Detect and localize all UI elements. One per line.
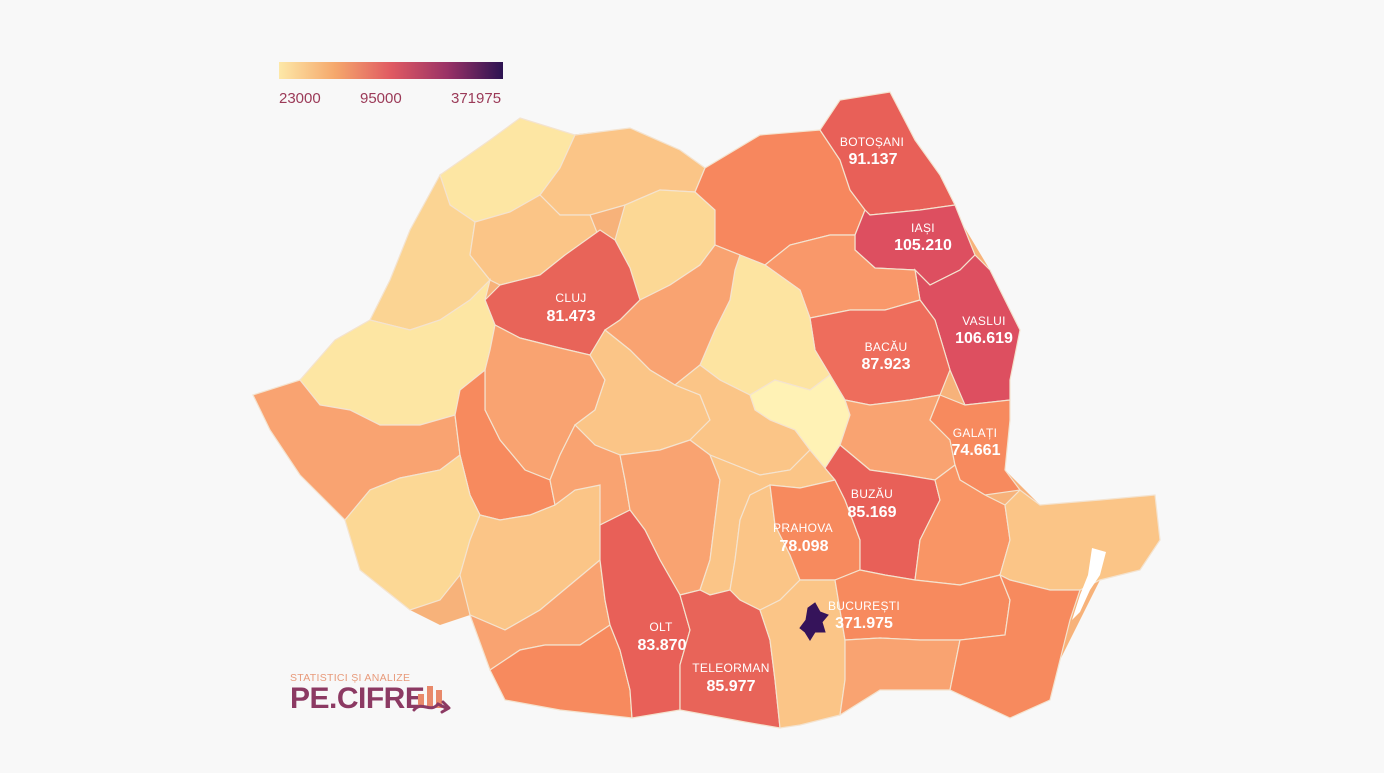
label-bacau-name: BACĂU <box>865 339 908 354</box>
county-galati <box>929 394 1022 496</box>
brand-logo: STATISTICI ȘI ANALIZE PE.CIFRE <box>290 672 490 722</box>
label-cluj-value: 81.473 <box>547 308 596 325</box>
label-olt-name: OLT <box>649 620 673 634</box>
label-bucuresti-name: BUCUREȘTI <box>828 599 900 613</box>
brand-tagline: STATISTICI ȘI ANALIZE <box>290 672 411 684</box>
legend-mid-label: 95000 <box>360 90 402 107</box>
label-vaslui-value: 106.619 <box>955 330 1013 347</box>
bar-chart-arrow-icon <box>412 686 451 714</box>
label-iasi-value: 105.210 <box>894 237 952 254</box>
label-bucuresti-value: 371.975 <box>835 615 893 632</box>
label-buzau-name: BUZĂU <box>851 486 893 501</box>
delta-lake <box>1072 548 1106 620</box>
label-cluj-name: CLUJ <box>555 291 586 305</box>
county-constanta <box>949 573 1081 719</box>
label-prahova-value: 78.098 <box>780 538 829 555</box>
county-bucuresti <box>799 602 829 641</box>
color-legend: 23000 95000 371975 <box>279 62 505 112</box>
legend-max-label: 371975 <box>451 90 502 107</box>
label-teleorman-name: TELEORMAN <box>692 661 769 675</box>
label-galati-value: 74.661 <box>952 442 1001 459</box>
county-calarasi <box>839 637 961 717</box>
legend-gradient-bar <box>279 62 503 79</box>
label-bacau-value: 87.923 <box>862 356 911 373</box>
label-botosani-name: BOTOȘANI <box>840 135 904 149</box>
label-iasi-name: IAȘI <box>911 221 935 235</box>
legend-min-label: 23000 <box>279 90 321 107</box>
label-galati-name: GALAȚI <box>953 426 997 440</box>
county-tulcea <box>999 489 1161 591</box>
label-teleorman-value: 85.977 <box>707 678 756 695</box>
label-olt-value: 83.870 <box>638 637 687 654</box>
label-vaslui-name: VASLUI <box>962 314 1006 328</box>
brand-name: PE.CIFRE <box>290 682 425 715</box>
label-botosani-value: 91.137 <box>849 151 898 168</box>
label-prahova-name: PRAHOVA <box>773 521 833 535</box>
label-buzau-value: 85.169 <box>848 504 897 521</box>
